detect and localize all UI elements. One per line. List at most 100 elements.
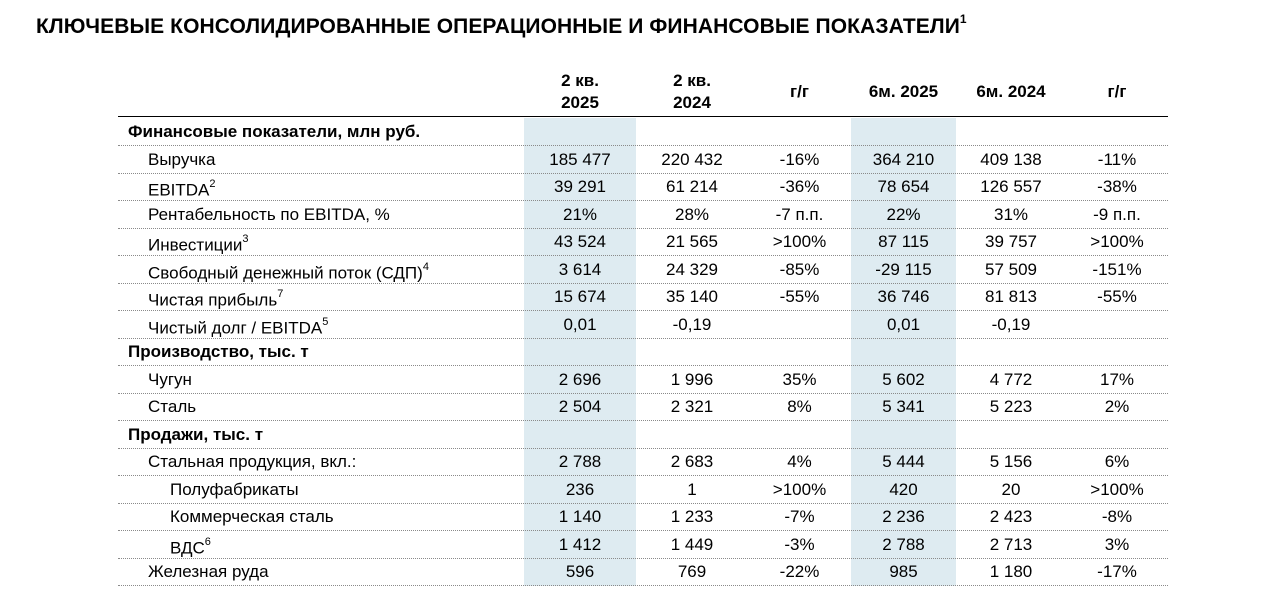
table-cell: 57 509 [985,259,1037,279]
table-row: EBITDA2 39 291 61 214 -36% 78 654 126 557 -38% [118,173,1168,201]
table-cell: 21% [562,204,598,224]
table-cell: 1 180 [989,562,1033,581]
table-row: Коммерческая сталь 1 140 1 233 -7% 2 236 2 42… [118,503,1168,531]
table-cell: 5 223 [989,397,1033,416]
table-cell: 20 [1001,479,1021,499]
table-row: Сталь 2 504 2 321 8% 5 341 5 223 2% [118,393,1168,421]
table-row: Чугун 2 696 1 996 35% 5 602 4 772 17% [118,366,1168,394]
table-cell: -11% [1097,149,1137,169]
table-cell: 2 423 [989,507,1033,526]
table-cell: 2% [1104,397,1130,416]
title-footnote: 1 [959,12,967,26]
table-cell [1066,311,1168,338]
row-label: ВДС6 [170,535,211,558]
column-header-q2-2024: 2 кв. 2024 [673,71,711,112]
table-row: Выручка 185 477 220 432 -16% 364 210 409 138 -… [118,146,1168,174]
table-cell: -3% [784,534,815,554]
table-cell: -16% [779,149,820,169]
table-cell: 985 [889,562,918,581]
table-cell: 1 140 [558,507,602,526]
table-cell: 22% [886,204,921,224]
table-cell: 43 524 [554,232,606,251]
table-cell: 81 813 [985,287,1037,306]
table-cell: 3 614 [558,259,602,279]
row-label: Рентабельность по EBITDA, % [148,204,390,224]
section-label: Производство, тыс. т [128,342,309,361]
table-cell: 28% [674,204,710,224]
table-cell: 39 291 [554,177,606,196]
table-row: Полуфабрикаты 236 1 >100% 420 20 >100% [118,476,1168,504]
table-cell: -8% [1101,507,1133,526]
table-cell: >100% [772,479,827,499]
table-cell: 5 156 [989,452,1033,471]
column-header-yoy-q: г/г [790,82,809,101]
table-cell: 36 746 [877,287,930,306]
table-cell: 2 321 [670,397,714,416]
row-label: Сталь [148,397,197,416]
table-cell: 4 772 [989,369,1033,389]
table-row: Свободный денежный поток (СДП)4 3 614 24 3… [118,256,1168,284]
table-cell: 364 210 [872,149,935,169]
table-cell: 2 504 [558,397,602,416]
row-label: Железная руда [148,562,269,581]
table-cell: -36% [779,177,820,196]
column-header-6m-2025: 6м. 2025 [868,82,939,101]
section-label: Продажи, тыс. т [128,424,264,444]
table-cell: 1 449 [670,534,714,554]
table-row: Чистая прибыль7 15 674 35 140 -55% 36 746 81 … [118,283,1168,311]
row-label: Свободный денежный поток (СДП)4 [148,260,429,283]
column-header-6m-2024: 6м. 2024 [976,82,1046,101]
section-label: Финансовые показатели, млн руб. [128,122,421,141]
row-label: Чугун [148,369,192,389]
section-row: Производство, тыс. т [118,338,1168,366]
table-cell: 2 696 [558,369,602,389]
table-cell: 3% [1104,534,1130,554]
table-cell: -9 п.п. [1093,204,1141,224]
table-cell: -0,19 [672,314,712,334]
table-cell: -17% [1097,562,1137,581]
footnote-marker: 6 [204,535,211,548]
table-cell: 2 236 [882,507,925,526]
table-cell: 39 757 [985,232,1037,251]
footnote-marker: 2 [209,178,216,190]
footnote-marker: 4 [422,260,429,273]
table-cell: 2 788 [882,534,925,554]
table-cell: 769 [677,562,707,581]
table-cell: 1 233 [670,507,714,526]
table-cell: 5 444 [882,452,925,471]
table-cell: -38% [1097,177,1137,196]
table-row: Чистый долг / EBITDA5 0,01 -0,19 0,01 -0,19 [118,311,1168,339]
table-cell: -7 п.п. [775,204,824,224]
table-cell: 1 [687,479,697,499]
table-cell: 4% [787,452,812,471]
table-cell: -85% [779,259,820,279]
table-cell: 1 412 [558,534,602,554]
table-cell: -29 115 [875,259,932,279]
row-label: Выручка [148,149,216,169]
table-cell: 596 [565,562,595,581]
table-cell: 31% [993,204,1029,224]
table-cell: 236 [565,479,595,499]
table-cell: 220 432 [661,149,723,169]
table-cell: -151% [1092,259,1142,279]
table-cell: -22% [779,562,820,581]
table-cell: >100% [1090,232,1144,251]
footnote-marker: 5 [322,315,329,328]
table-row: Рентабельность по EBITDA, % 21% 28% -7 п.п.… [118,201,1168,229]
row-label: Чистый долг / EBITDA5 [148,315,329,338]
table-cell: 0,01 [563,314,597,334]
table-cell: 2 713 [989,534,1033,554]
column-header-q2-2025: 2 кв. 2025 [561,71,599,112]
table-cell: 1 996 [670,369,714,389]
section-row: Продажи, тыс. т [118,421,1168,449]
row-label: EBITDA2 [148,178,216,200]
row-label: Инвестиции3 [148,233,249,255]
table-cell: >100% [772,232,827,251]
table-cell: 8% [787,397,812,416]
table-row: ВДС6 1 412 1 449 -3% 2 788 2 713 3% [118,531,1168,559]
table-cell: 2 683 [670,452,714,471]
table-cell: 78 654 [877,177,930,196]
column-header-yoy-6m: г/г [1107,82,1127,101]
table-cell: -7% [784,507,815,526]
table-cell: 185 477 [549,149,611,169]
